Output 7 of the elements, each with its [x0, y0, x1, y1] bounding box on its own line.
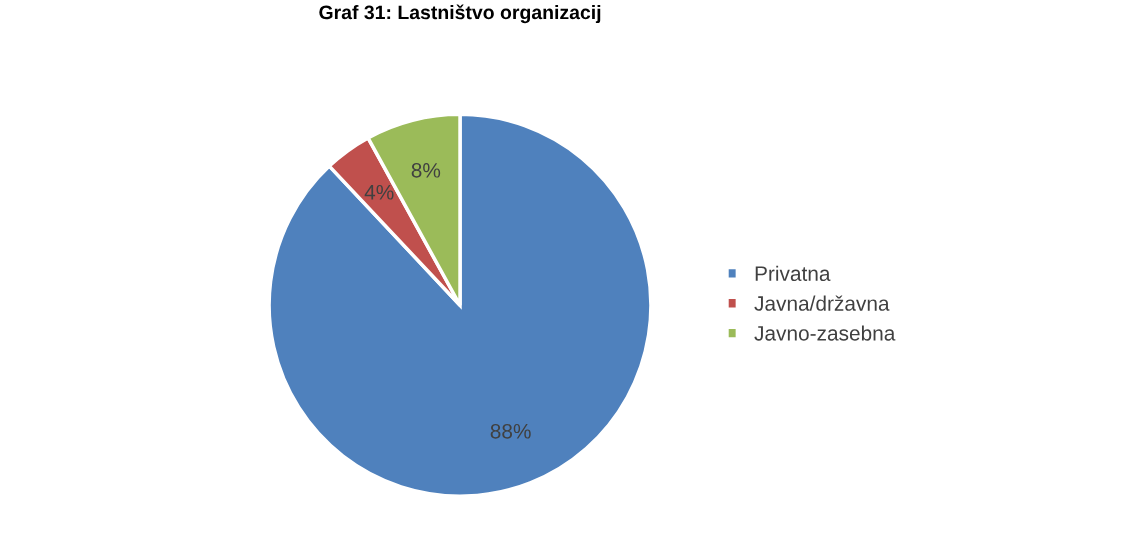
data-label: 88% — [490, 423, 531, 439]
legend-label: Javno-zasebna — [754, 325, 896, 341]
legend-label: Privatna — [755, 265, 831, 282]
data-label: 8% — [411, 162, 441, 178]
legend-label: Javna/državna — [754, 295, 890, 311]
chart-title: Graf 31: Lastništvo organizacij — [319, 4, 601, 24]
data-label: 4% — [364, 184, 394, 200]
